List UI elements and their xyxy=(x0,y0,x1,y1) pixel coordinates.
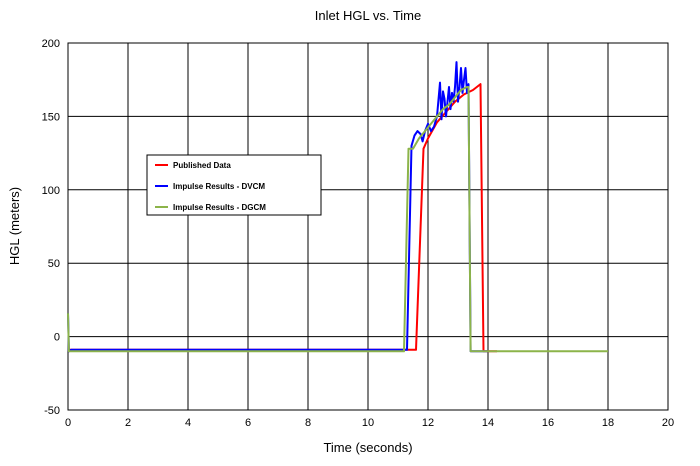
series-group xyxy=(67,61,608,353)
x-tick-label: 12 xyxy=(422,417,434,429)
series-dvcm-line xyxy=(67,61,488,353)
tick-labels: 0 2 4 6 8 10 12 14 16 18 20 -50 0 50 100 150 200 xyxy=(42,38,674,429)
y-axis-label: HGL (meters) xyxy=(7,187,22,265)
x-tick-label: 16 xyxy=(542,417,554,429)
x-tick-label: 0 xyxy=(65,417,71,429)
x-tick-label: 6 xyxy=(245,417,251,429)
y-tick-label: 100 xyxy=(42,185,60,197)
y-tick-label: 150 xyxy=(42,111,60,123)
y-tick-label: 200 xyxy=(42,38,60,50)
series-dgcm-line xyxy=(67,86,608,353)
legend: Published Data Impulse Results - DVCM Im… xyxy=(146,154,322,216)
y-tick-label: 50 xyxy=(48,258,60,270)
legend-label-dgcm: Impulse Results - DGCM xyxy=(173,203,266,212)
x-tick-label: 4 xyxy=(185,417,191,429)
legend-label-dvcm: Impulse Results - DVCM xyxy=(173,182,265,191)
plot-area xyxy=(67,42,669,411)
y-tick-label: 0 xyxy=(54,332,60,344)
legend-box xyxy=(146,154,322,216)
series-published-data-line xyxy=(68,83,497,353)
x-tick-label: 14 xyxy=(482,417,494,429)
x-tick-label: 20 xyxy=(662,417,674,429)
x-tick-label: 2 xyxy=(125,417,131,429)
y-tick-label: -50 xyxy=(44,405,60,417)
legend-label-published: Published Data xyxy=(173,161,231,170)
chart-title: Inlet HGL vs. Time xyxy=(315,8,421,23)
x-axis-label: Time (seconds) xyxy=(323,440,412,455)
grid xyxy=(67,42,669,411)
x-tick-label: 8 xyxy=(305,417,311,429)
x-tick-label: 10 xyxy=(362,417,374,429)
x-tick-label: 18 xyxy=(602,417,614,429)
